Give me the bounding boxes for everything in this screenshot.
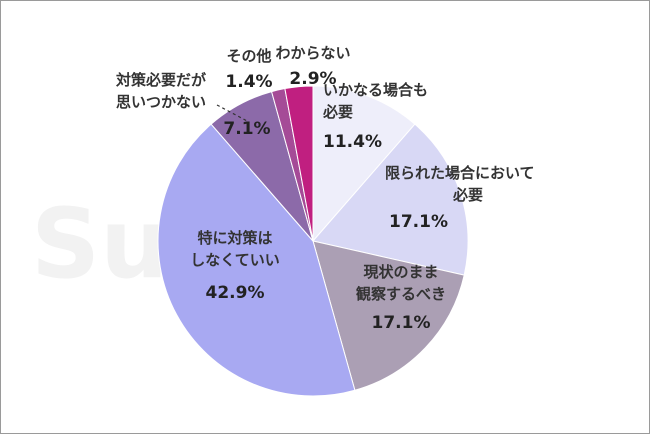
label-no-action-value: 42.9% <box>206 283 265 303</box>
label-watch-line: 現状のまま <box>363 263 438 281</box>
label-needed-no-idea-value: 7.1% <box>223 119 270 139</box>
label-watch-value: 17.1% <box>372 313 431 333</box>
label-unknown-line: わからない <box>275 44 350 62</box>
label-other-line: その他 <box>226 47 271 65</box>
pie-slice <box>312 85 416 243</box>
pie-slice <box>312 123 469 276</box>
label-limited-needed-value: 17.1% <box>389 212 448 232</box>
label-anywhere-needed-line: いかなる場合も <box>323 81 428 99</box>
label-unknown-value: 2.9% <box>289 69 336 89</box>
label-watch-line: 観察するべき <box>356 285 446 303</box>
label-needed-no-idea-line: 対策必要だが <box>115 71 207 89</box>
label-no-action-line: 特に対策は <box>197 229 272 247</box>
leader-line <box>216 104 250 123</box>
label-no-action-line: しなくていい <box>190 251 280 269</box>
pie-slice <box>312 240 465 391</box>
label-other-value: 1.4% <box>225 72 272 92</box>
pie-slice <box>157 123 356 397</box>
label-anywhere-needed-value: 11.4% <box>323 132 382 152</box>
label-limited-needed-line: 限られた場合において <box>385 164 535 182</box>
pie-slice <box>284 85 314 242</box>
label-anywhere-needed-line: 必要 <box>322 103 353 121</box>
label-limited-needed-line: 必要 <box>452 186 483 204</box>
label-needed-no-idea-line: 思いつかない <box>116 93 206 111</box>
